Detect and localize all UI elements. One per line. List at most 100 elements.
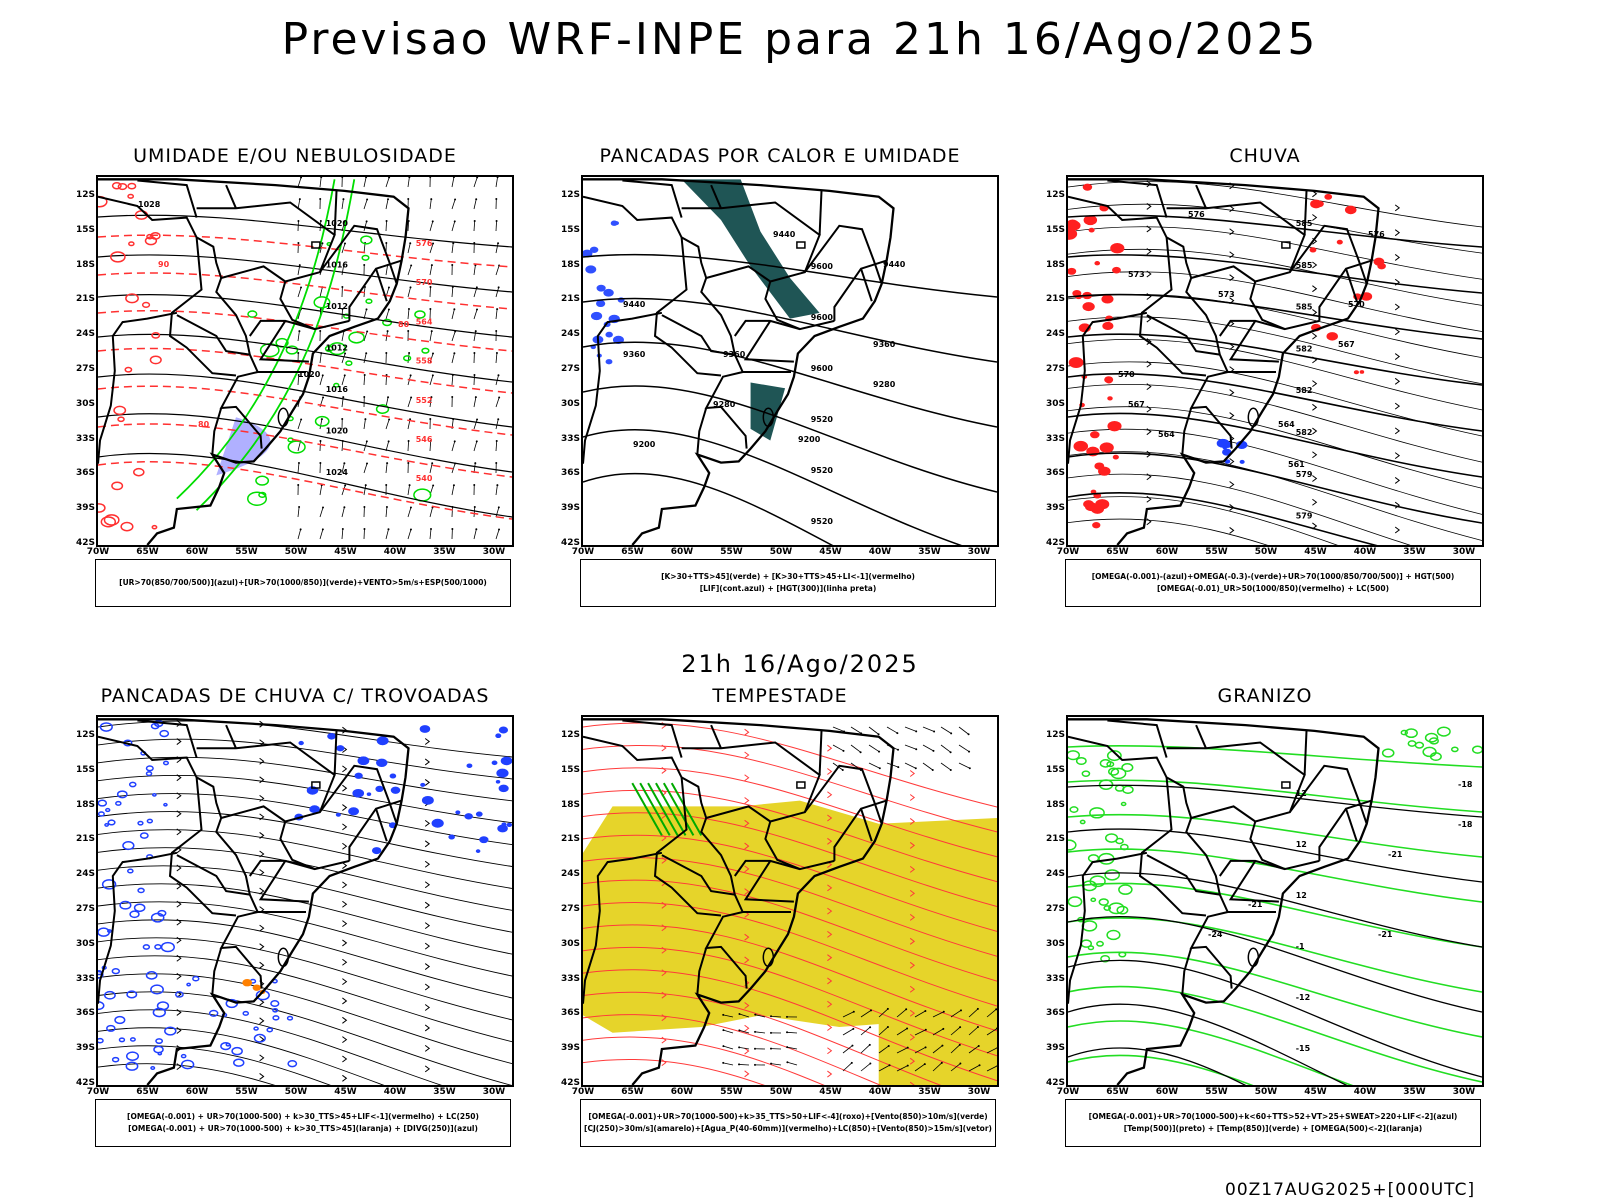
lon-tick-label: 65W [1106, 1087, 1129, 1097]
lon-tick-label: 50W [284, 547, 308, 557]
panel-title: GRANIZO [1217, 685, 1313, 707]
lon-tick-label: 30W [482, 547, 506, 557]
contour-label: 12 [1296, 789, 1307, 798]
map-area: 9600 9600 9600 9520 9520 9520 9440 9440 9440 9360… [581, 175, 999, 547]
lat-tick-label: 33S [1045, 433, 1065, 444]
contour-label: 570 [416, 278, 433, 287]
contour-label: 582 [1296, 428, 1313, 437]
map-area [581, 715, 999, 1087]
lon-tick-label: 50W [1254, 547, 1278, 557]
contour-label: 561 [1288, 460, 1305, 469]
lon-tick-label: 50W [769, 1087, 793, 1097]
contour-label: 80 [398, 320, 410, 329]
map-svg [98, 718, 512, 1085]
contour-label: 12 [1296, 840, 1307, 849]
legend-line: [CJ(250)>30m/s](amarelo)+[Agua_P(40-60mm… [584, 1124, 992, 1133]
lon-tick-label: 45W [334, 547, 357, 557]
lon-tick-label: 40W [383, 547, 407, 557]
contour-label: 546 [416, 435, 433, 444]
lat-tick-label: 24S [560, 869, 580, 880]
legend-line: [OMEGA(-0.001) + UR>70(1000-500) + k>30_… [128, 1124, 478, 1133]
contour-label: 9280 [713, 400, 736, 409]
valid-time-subtitle: 21h 16/Ago/2025 [681, 650, 919, 678]
lat-tick-label: 18S [75, 799, 95, 810]
contour-label: 9280 [873, 380, 896, 389]
map-svg: 1020101610121012101610201024102810205765… [98, 177, 512, 545]
lon-tick-label: 40W [868, 547, 892, 557]
panel-pancadas-calor: PANCADAS POR CALOR E UMIDADE 12S 15S 18S 21S… [560, 145, 1000, 625]
contour-label: 9200 [633, 440, 656, 449]
lon-tick-label: 30W [1452, 547, 1476, 557]
map-area [96, 715, 514, 1087]
lat-tick-label: 33S [560, 973, 580, 984]
lat-tick-label: 39S [75, 1043, 95, 1054]
contour-label: 567 [1338, 340, 1355, 349]
contour-label: 1012 [326, 344, 348, 353]
lon-tick-label: 50W [769, 547, 793, 557]
contour-label: 576 [416, 239, 433, 248]
lat-tick-label: 42S [75, 1078, 95, 1088]
lat-tick-label: 36S [1045, 468, 1065, 479]
lon-tick-label: 55W [235, 547, 258, 557]
lon-tick-label: 30W [967, 1087, 991, 1097]
legend-line: [UR>70(850/700/500)](azul)+[UR>70(1000/8… [119, 578, 487, 587]
contour-label: 80 [198, 420, 210, 429]
contour-label: 1020 [326, 219, 349, 228]
contour-label: 9440 [623, 300, 646, 309]
legend-line: [K>30+TTS>45](verde) + [K>30+TTS>45+LI<-… [661, 572, 915, 581]
contour-label: 1016 [326, 385, 349, 394]
lat-tick-label: 42S [1045, 1078, 1065, 1088]
lon-tick-label: 65W [621, 547, 644, 557]
panel-legend: [OMEGA(-0.001) + UR>70(1000-500) + k>30_… [95, 1099, 511, 1147]
lat-tick-label: 21S [1045, 294, 1065, 305]
page-title: Previsao WRF-INPE para 21h 16/Ago/2025 [281, 14, 1319, 65]
lon-tick-label: 55W [1205, 547, 1228, 557]
map-area: 1020 1016 1012 1012 1016 1020 1024 1028 1020 576 5… [96, 175, 514, 547]
panel-title: PANCADAS POR CALOR E UMIDADE [599, 145, 961, 167]
lat-tick-label: 12S [75, 730, 95, 740]
lat-tick-label: 27S [75, 364, 95, 374]
lat-tick-label: 24S [560, 329, 580, 340]
contour-label: 552 [416, 396, 433, 405]
lat-tick-label: 33S [1045, 973, 1065, 984]
lat-tick-label: 21S [75, 834, 95, 845]
lon-tick-label: 60W [670, 547, 694, 557]
lat-tick-label: 18S [1045, 259, 1065, 270]
lat-tick-label: 21S [75, 294, 95, 305]
map-area: 585 585 585 582 582 582 579 579 576 576 573 573 570 5… [1066, 175, 1484, 547]
lat-tick-label: 39S [75, 503, 95, 514]
lon-tick-label: 70W [571, 547, 595, 557]
contour-label: -21 [1248, 900, 1263, 909]
panel-chuva: CHUVA 12S 15S 18S 21S 24S 27S 30S 33S 36S 39S 42S 70… [1045, 145, 1485, 625]
lat-tick-label: 21S [560, 834, 580, 845]
lon-tick-label: 40W [383, 1087, 407, 1097]
lat-tick-label: 42S [75, 538, 95, 548]
panel-legend: [OMEGA(-0.001)+UR>70(1000-500)+k>35_TTS>… [580, 1099, 996, 1147]
contour-label: 564 [1158, 430, 1175, 439]
lon-tick-label: 50W [284, 1087, 308, 1097]
contour-label: 9440 [883, 260, 906, 269]
contour-label: 579 [1296, 512, 1313, 521]
contour-label: 9600 [811, 262, 834, 271]
contour-label: 576 [1188, 210, 1205, 219]
panel-legend: [UR>70(850/700/500)](azul)+[UR>70(1000/8… [95, 559, 511, 607]
contour-label: 9520 [811, 517, 834, 526]
lat-tick-label: 12S [560, 190, 580, 200]
panel-granizo: GRANIZO 12S 15S 18S 21S 24S 27S 30S 33S 36S 39S 42S… [1045, 685, 1485, 1165]
contour-label: 9200 [798, 435, 821, 444]
lon-tick-label: 55W [1205, 1087, 1228, 1097]
lon-tick-label: 40W [868, 1087, 892, 1097]
contour-label: 1024 [326, 468, 349, 477]
lon-tick-label: 60W [1155, 547, 1179, 557]
lon-tick-label: 60W [670, 1087, 694, 1097]
lon-tick-label: 65W [136, 547, 159, 557]
panel-legend: [OMEGA(-0.001)-(azul)+OMEGA(-0.3)-(verde… [1065, 559, 1481, 607]
lon-tick-label: 55W [720, 547, 743, 557]
panel-title: TEMPESTADE [712, 685, 848, 707]
lon-tick-label: 70W [1056, 1087, 1080, 1097]
lat-tick-label: 27S [75, 904, 95, 914]
contour-label: 579 [1296, 470, 1313, 479]
lat-tick-label: 21S [1045, 834, 1065, 845]
legend-line: [OMEGA(-0.001)-(azul)+OMEGA(-0.3)-(verde… [1091, 572, 1455, 581]
